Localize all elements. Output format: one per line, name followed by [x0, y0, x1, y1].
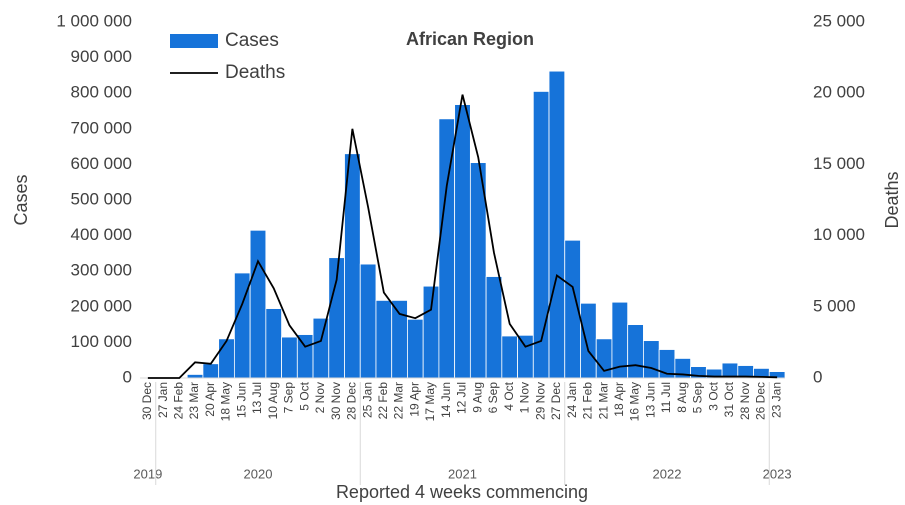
x-axis-title: Reported 4 weeks commencing: [336, 482, 588, 502]
bar: [485, 276, 503, 379]
y-tick-label: 900 000: [71, 47, 132, 66]
x-tick-label: 16 May: [628, 382, 642, 421]
x-tick-label: 24 Feb: [172, 382, 186, 420]
legend-swatch: [170, 34, 218, 48]
x-tick-label: 27 Dec: [549, 382, 563, 420]
y-tick-label: 300 000: [71, 261, 132, 280]
x-tick-label: 15 Jun: [234, 382, 248, 418]
x-tick-label: 23 Mar: [187, 382, 201, 419]
bar: [265, 308, 282, 379]
x-tick-label: 18 May: [219, 382, 233, 421]
x-tick-label: 22 Feb: [376, 382, 390, 420]
x-tick-label: 5 Sep: [691, 382, 705, 414]
bar: [532, 91, 550, 379]
bar: [627, 324, 644, 379]
x-tick-label: 25 Jan: [360, 382, 374, 418]
line: [147, 94, 778, 379]
x-tick-label: 3 Oct: [706, 381, 720, 410]
x-tick-label: 14 Jun: [439, 382, 453, 418]
x-tick-label: 30 Nov: [329, 382, 343, 420]
bar: [375, 299, 393, 379]
x-tick-label: 7 Sep: [282, 382, 296, 414]
chart-title: African Region: [406, 29, 534, 49]
bar: [186, 374, 204, 379]
x-tick-label: 28 Nov: [738, 382, 752, 420]
x-tick-label: 23 Jan: [769, 382, 783, 418]
bar: [517, 334, 534, 379]
bar: [281, 336, 298, 379]
y2-axis-title: Deaths: [882, 171, 902, 228]
y-tick-label: 400 000: [71, 225, 132, 244]
y2-tick-label: 10 000: [813, 225, 865, 244]
legend-label: Cases: [225, 30, 279, 51]
y-tick-label: 200 000: [71, 296, 132, 315]
x-tick-label: 13 Jun: [643, 382, 657, 418]
bar: [312, 317, 330, 379]
x-tick-label: 22 Mar: [392, 382, 406, 419]
x-tick-label: 27 Jan: [156, 382, 170, 418]
x-tick-label: 4 Oct: [502, 381, 516, 410]
y2-tick-label: 15 000: [813, 154, 865, 173]
x-tick-label: 21 Mar: [596, 382, 610, 419]
x-tick-label: 17 May: [423, 382, 437, 421]
year-label: 2021: [448, 466, 477, 481]
x-tick-label: 8 Aug: [675, 382, 689, 413]
y-tick-label: 600 000: [71, 154, 132, 173]
x-tick-label: 31 Oct: [722, 381, 736, 417]
x-tick-label: 11 Jul: [659, 382, 673, 413]
x-tick-label: 19 Apr: [407, 382, 421, 417]
bar: [407, 318, 424, 379]
year-label: 2020: [244, 466, 273, 481]
y-tick-label: 800 000: [71, 83, 132, 102]
y-axis-title: Cases: [11, 174, 31, 225]
bar: [359, 263, 377, 379]
year-label: 2023: [763, 466, 792, 481]
bar: [501, 335, 518, 379]
y-tick-label: 700 000: [71, 118, 132, 137]
x-tick-label: 29 Nov: [533, 382, 547, 420]
y-tick-label: 500 000: [71, 189, 132, 208]
x-tick-label: 6 Sep: [486, 382, 500, 414]
x-tick-label: 30 Dec: [140, 382, 154, 420]
x-tick-label: 5 Oct: [297, 381, 311, 410]
legend-label: Deaths: [225, 62, 285, 83]
y-tick-label: 1 000 000: [56, 11, 132, 30]
x-tick-label: 21 Feb: [581, 382, 595, 420]
bar: [422, 285, 440, 379]
x-tick-label: 2 Nov: [313, 382, 327, 413]
x-tick-label: 10 Aug: [266, 382, 280, 419]
x-tick-label: 20 Apr: [203, 382, 217, 417]
x-tick-label: 28 Dec: [345, 382, 359, 420]
x-tick-label: 9 Aug: [470, 382, 484, 413]
year-label: 2019: [133, 466, 162, 481]
y2-tick-label: 5 000: [813, 296, 856, 315]
y-tick-label: 0: [123, 367, 132, 386]
year-label: 2022: [653, 466, 682, 481]
x-tick-label: 13 Jul: [250, 382, 264, 414]
bar: [595, 338, 613, 379]
bar: [249, 229, 267, 379]
bar: [454, 104, 471, 379]
y-tick-label: 100 000: [71, 332, 132, 351]
x-tick-label: 26 Dec: [754, 382, 768, 420]
bar: [580, 302, 597, 379]
bar: [218, 338, 235, 379]
bar: [296, 334, 314, 379]
bar: [202, 363, 220, 379]
y2-tick-label: 20 000: [813, 83, 865, 102]
bar: [391, 299, 408, 379]
x-tick-label: 18 Apr: [612, 382, 626, 417]
y2-tick-label: 0: [813, 367, 822, 386]
x-tick-label: 12 Jul: [455, 382, 469, 414]
x-tick-label: 24 Jan: [565, 382, 579, 418]
bar: [643, 340, 660, 379]
y2-tick-label: 25 000: [813, 11, 865, 30]
bar: [548, 70, 566, 379]
x-tick-label: 1 Nov: [518, 382, 532, 413]
